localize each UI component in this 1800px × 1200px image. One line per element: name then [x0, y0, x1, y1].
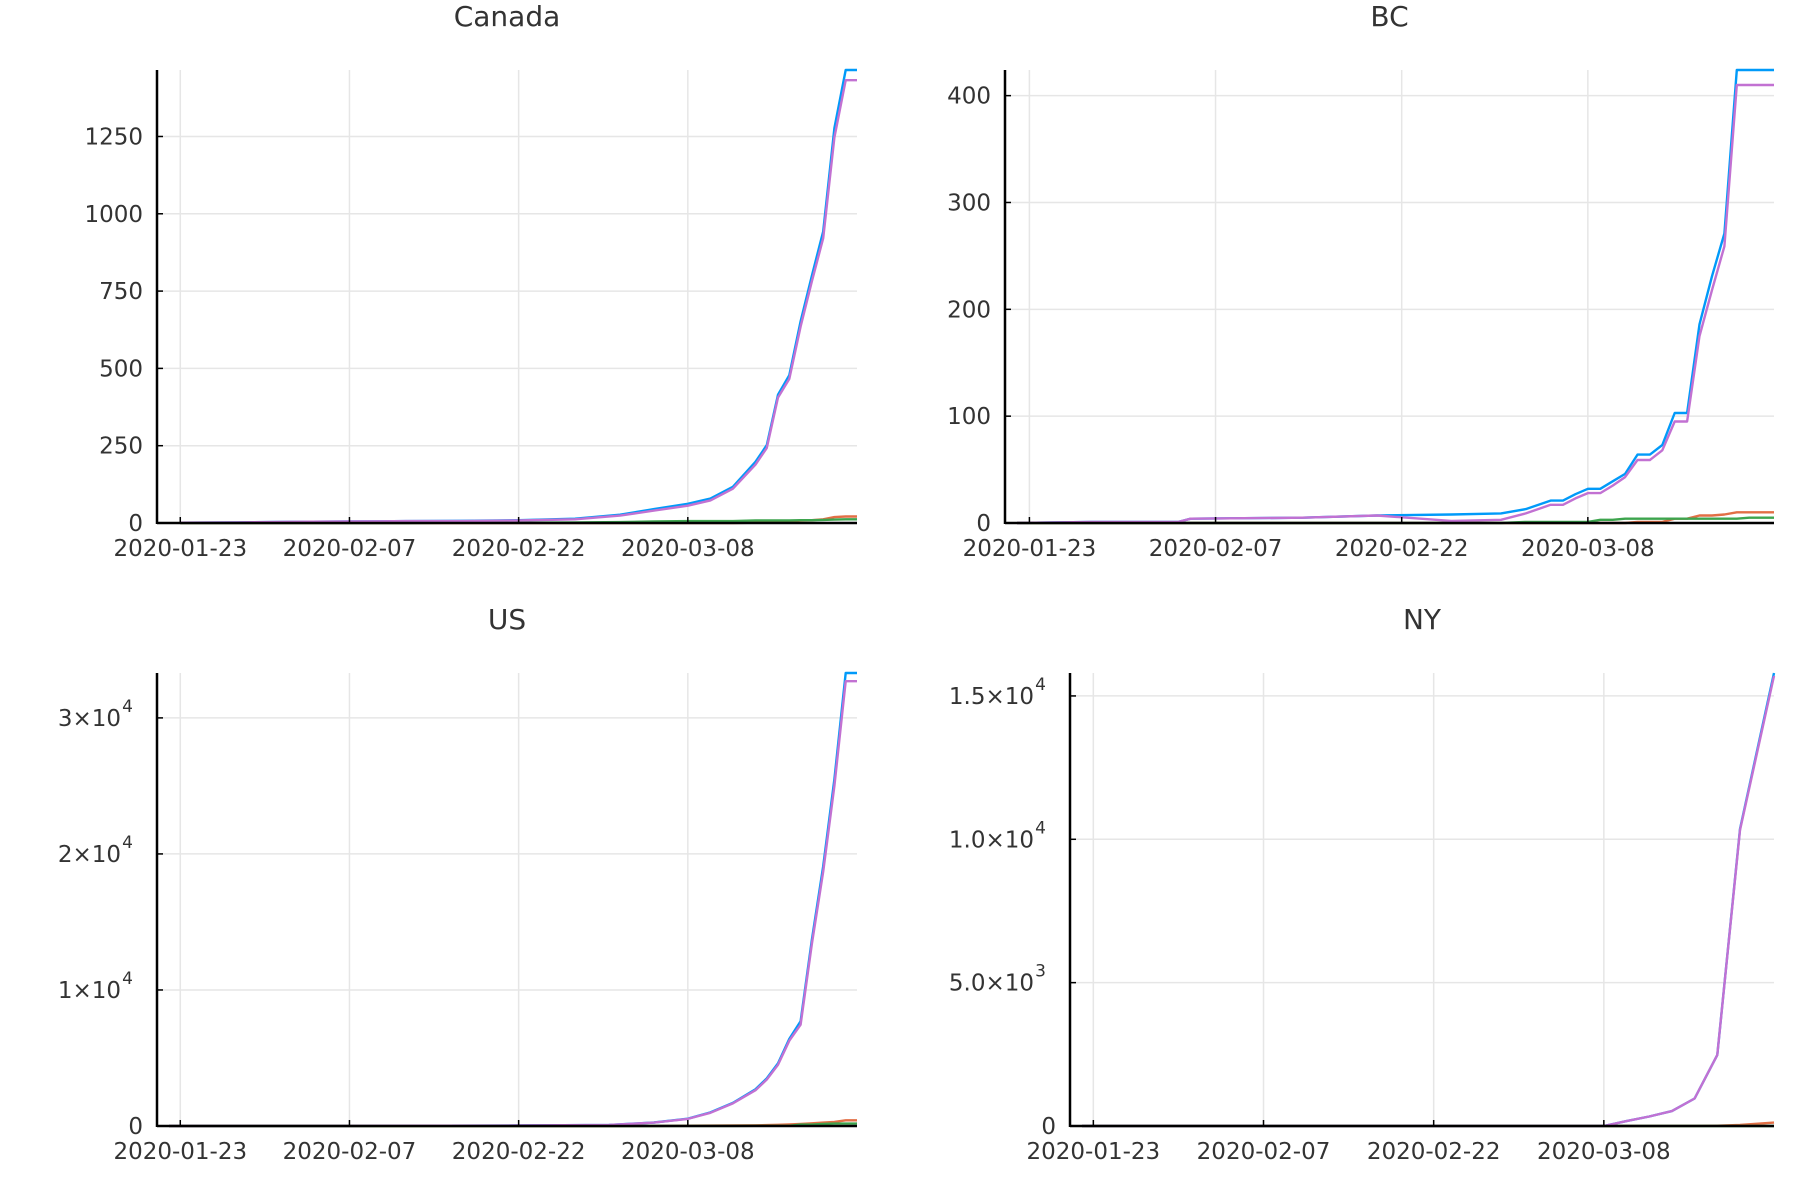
series-line-4 [1082, 675, 1776, 1128]
chart-title: BC [1370, 0, 1408, 33]
y-tick-exponent: 4 [1035, 818, 1046, 838]
x-tick-label: 2020-01-23 [963, 536, 1097, 562]
series-group [1016, 68, 1774, 525]
y-tick-label: 400 [947, 84, 991, 110]
y-tick-label: 5.0×10 [949, 971, 1034, 997]
y-tick-label: 2×10 [58, 842, 121, 868]
panel-ny: NY 2020-01-23 2020-02-07 2020-02-22 2020-03… [949, 603, 1776, 1165]
x-tick-label: 2020-01-23 [113, 1139, 247, 1165]
series-line-4 [1016, 83, 1774, 525]
x-tick-label: 2020-03-08 [1521, 536, 1655, 562]
y-tick-label: 0 [976, 511, 991, 537]
x-tick-label: 2020-03-08 [1537, 1139, 1671, 1165]
x-tick-label: 2020-01-23 [1027, 1139, 1161, 1165]
y-tick-label: 3×10 [58, 706, 121, 732]
y-tick-label: 300 [947, 190, 991, 216]
y-tick-label: 250 [99, 434, 143, 460]
panel-us: US 2020-01-23 2020-02-07 2020-02-22 2020-03… [58, 603, 857, 1165]
y-tick-label: 1250 [84, 124, 143, 150]
x-tick-label: 2020-02-22 [1367, 1139, 1501, 1165]
series-group [1082, 672, 1776, 1128]
gridlines [157, 673, 857, 1126]
x-tick-label: 2020-02-07 [283, 536, 417, 562]
x-tick-label: 2020-02-22 [1335, 536, 1469, 562]
x-tick-label: 2020-03-08 [621, 536, 755, 562]
y-tick-exponent: 3 [1035, 962, 1046, 982]
chart-title: US [488, 603, 526, 636]
x-tick-label: 2020-02-07 [283, 1139, 417, 1165]
y-tick-label: 750 [99, 279, 143, 305]
y-tick-label: 1000 [84, 202, 143, 228]
y-tick-label: 0 [128, 511, 143, 537]
gridlines [1005, 70, 1774, 523]
y-tick-label: 1×10 [58, 978, 121, 1004]
y-tick-exponent: 4 [122, 833, 133, 853]
panel-canada: Canada 2020-01-23 2020-02-07 2020-02-22 202… [84, 0, 857, 562]
y-tick-label: 0 [1041, 1114, 1056, 1140]
x-tick-label: 2020-02-22 [452, 536, 586, 562]
y-tick-label: 500 [99, 356, 143, 382]
y-tick-label: 0 [128, 1114, 143, 1140]
x-tick-label: 2020-02-07 [1197, 1139, 1331, 1165]
y-tick-label: 1.0×10 [949, 827, 1034, 853]
series-line-4 [168, 680, 857, 1128]
y-tick-label: 100 [947, 404, 991, 430]
chart-title: NY [1403, 603, 1442, 636]
gridlines [157, 70, 857, 523]
y-tick-label: 1.5×10 [949, 684, 1034, 710]
series-line-4 [180, 78, 857, 524]
y-tick-exponent: 4 [122, 969, 133, 989]
x-tick-label: 2020-02-22 [452, 1139, 586, 1165]
series-group [168, 671, 857, 1128]
x-tick-label: 2020-02-07 [1149, 536, 1283, 562]
x-tick-label: 2020-01-23 [113, 536, 247, 562]
chart-title: Canada [454, 0, 561, 33]
y-tick-exponent: 4 [1035, 675, 1046, 695]
y-tick-exponent: 4 [122, 697, 133, 717]
x-tick-label: 2020-03-08 [621, 1139, 755, 1165]
series-line-1 [1082, 672, 1776, 1128]
panel-bc: BC 2020-01-23 2020-02-07 2020-02-22 2020-03… [947, 0, 1774, 562]
y-tick-label: 200 [947, 297, 991, 323]
series-line-1 [1016, 68, 1774, 525]
series-line-1 [168, 671, 857, 1128]
gridlines [1070, 673, 1774, 1126]
